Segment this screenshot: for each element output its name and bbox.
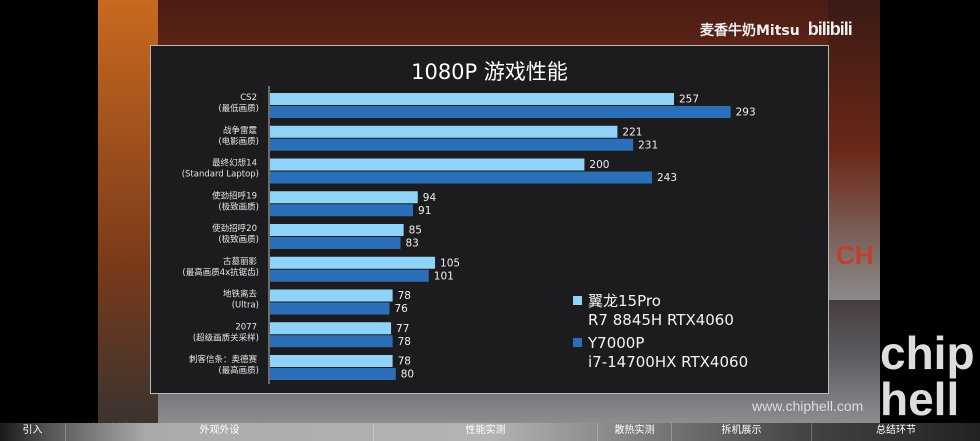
- data-label: 94: [423, 192, 437, 204]
- site-watermark: www.chiphell.com: [752, 398, 864, 414]
- category-sublabel: (超级画质关采样): [193, 332, 259, 343]
- data-label: 257: [679, 94, 699, 106]
- data-label: 78: [398, 356, 411, 368]
- category-label: 使劲招呼20: [212, 223, 257, 234]
- data-label: 231: [638, 139, 658, 151]
- category-sublabel: (极致画质): [218, 234, 259, 245]
- legend: 翼龙15Pro R7 8845H RTX4060 Y7000P i7-14700…: [573, 292, 748, 376]
- background-sign: CH: [836, 240, 874, 270]
- bilibili-logo: bilibili: [807, 19, 853, 39]
- data-label: 76: [394, 303, 408, 315]
- bar-1: [270, 368, 396, 380]
- category-label: 使劲招呼19: [212, 190, 257, 201]
- category-sublabel: (最高画质): [218, 365, 259, 376]
- legend-swatch-0: [573, 296, 582, 305]
- category-sublabel: (Ultra): [232, 301, 259, 311]
- bar-0: [270, 224, 404, 236]
- chapter-tab[interactable]: 拆机展示: [672, 423, 812, 441]
- category-label: CS2: [240, 93, 257, 103]
- background-right: [828, 0, 880, 300]
- chapter-tab[interactable]: 引入: [0, 423, 66, 441]
- legend-subtitle-1: i7-14700HX RTX4060: [588, 353, 749, 371]
- bar-1: [270, 171, 652, 184]
- category-sublabel: (最高画质4x抗锯齿): [182, 267, 259, 278]
- category-label: 战争雷霆: [223, 125, 258, 136]
- data-label: 78: [398, 336, 411, 348]
- category-label: 古墓丽影: [223, 256, 258, 267]
- chapter-tab[interactable]: 散热实测: [598, 423, 672, 441]
- data-label: 85: [409, 225, 422, 237]
- data-label: 80: [401, 369, 414, 381]
- bar-0: [270, 191, 418, 204]
- data-label: 200: [589, 159, 609, 171]
- bar-0: [270, 355, 393, 367]
- data-label: 101: [434, 270, 454, 282]
- legend-item-1: Y7000P i7-14700HX RTX4060: [573, 334, 748, 372]
- category-label: 刺客信条：奥德赛: [189, 354, 258, 365]
- legend-swatch-1: [573, 338, 582, 347]
- data-label: 78: [398, 290, 411, 302]
- legend-subtitle-0: R7 8845H RTX4060: [588, 311, 734, 329]
- bar-1: [270, 335, 393, 348]
- bar-0: [270, 256, 436, 269]
- bar-1: [270, 138, 634, 151]
- data-label: 243: [657, 172, 677, 184]
- data-label: 221: [622, 126, 642, 138]
- data-label: 91: [418, 205, 431, 217]
- chiphell-logo: chip hell: [880, 330, 975, 425]
- chart-title: 1080P 游戏性能: [411, 60, 568, 84]
- chapter-tab[interactable]: 性能实测: [374, 423, 598, 441]
- category-label: 地铁离去: [223, 289, 258, 300]
- legend-name-0: 翼龙15Pro: [588, 292, 661, 310]
- category-label: 最终幻想14: [212, 158, 257, 169]
- bar-1: [270, 106, 731, 118]
- background-left: [98, 0, 158, 441]
- data-label: 77: [396, 323, 409, 335]
- category-sublabel: (最低画质): [218, 103, 259, 114]
- bar-0: [270, 158, 585, 171]
- chapter-tab[interactable]: 外观外设: [66, 423, 374, 441]
- category-sublabel: (极致画质): [218, 201, 259, 212]
- uploader-name: 麦香牛奶Mitsu: [700, 22, 800, 39]
- bar-1: [270, 269, 429, 282]
- uploader-watermark: 麦香牛奶Mitsu bilibili: [700, 19, 853, 40]
- bar-0: [270, 93, 675, 105]
- bar-0: [270, 125, 618, 138]
- data-label: 293: [736, 107, 756, 119]
- bar-1: [270, 302, 390, 315]
- data-label: 83: [405, 238, 418, 250]
- chart-panel: 1080P 游戏性能 CS2 (最低画质) 257 293 战争雷霆 (电影画质) 221 2…: [150, 45, 829, 394]
- category-sublabel: (Standard Laptop): [182, 170, 259, 180]
- bar-0: [270, 322, 392, 335]
- bar-0: [270, 289, 393, 302]
- bar-1: [270, 204, 414, 217]
- data-label: 105: [440, 257, 460, 269]
- legend-name-1: Y7000P: [588, 334, 645, 352]
- chapter-nav: 引入 外观外设 性能实测 散热实测 拆机展示 总结环节: [0, 423, 980, 441]
- legend-item-0: 翼龙15Pro R7 8845H RTX4060: [573, 292, 748, 330]
- bar-1: [270, 237, 401, 249]
- category-sublabel: (电影画质): [218, 136, 259, 147]
- category-label: 2077: [235, 322, 257, 332]
- chapter-tab[interactable]: 总结环节: [876, 425, 916, 436]
